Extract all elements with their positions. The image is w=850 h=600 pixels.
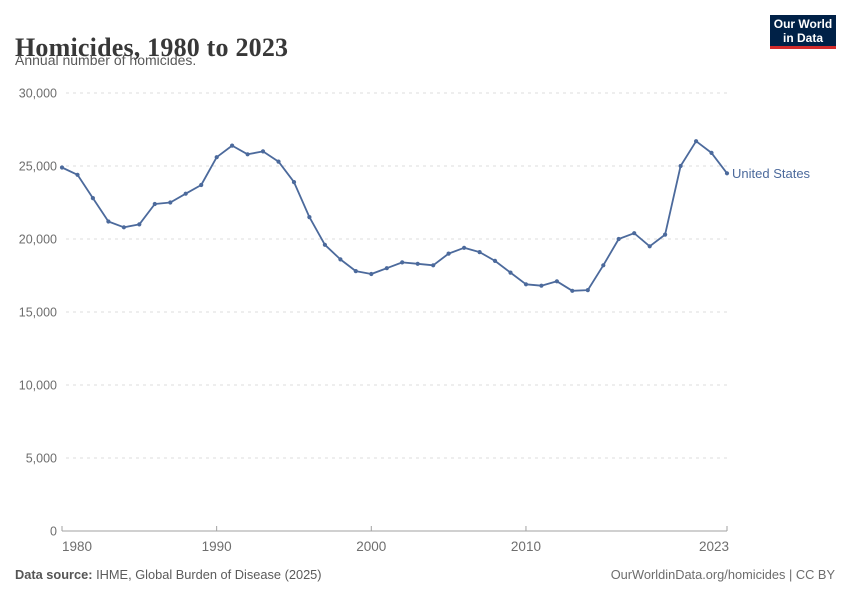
- owid-logo[interactable]: Our World in Data: [770, 15, 836, 49]
- data-point-marker[interactable]: [369, 271, 374, 277]
- y-tick-label: 30,000: [19, 87, 57, 101]
- data-point-marker[interactable]: [694, 139, 699, 144]
- y-tick-label: 25,000: [19, 160, 57, 174]
- data-source-label: Data source:: [15, 567, 93, 582]
- data-point-marker[interactable]: [59, 165, 65, 170]
- x-tick-label: 2023: [699, 539, 729, 554]
- page-title: Homicides, 1980 to 2023: [15, 33, 289, 63]
- data-point-marker[interactable]: [260, 149, 266, 154]
- data-point-marker[interactable]: [632, 231, 637, 236]
- credit-link[interactable]: OurWorldinData.org/homicides | CC BY: [610, 567, 835, 582]
- data-point-marker[interactable]: [724, 171, 730, 176]
- data-point-marker[interactable]: [384, 266, 389, 271]
- data-point-marker[interactable]: [678, 163, 683, 169]
- x-tick-label: 2000: [356, 539, 386, 554]
- data-point-marker[interactable]: [647, 244, 652, 249]
- chart-footer: Data source: IHME, Global Burden of Dise…: [15, 567, 835, 582]
- data-point-marker[interactable]: [152, 201, 157, 207]
- entity-label-united-states[interactable]: United States: [732, 166, 811, 181]
- data-point-marker[interactable]: [322, 242, 327, 247]
- data-point-marker[interactable]: [709, 150, 714, 155]
- y-tick-label: 5,000: [26, 452, 57, 466]
- data-point-marker[interactable]: [106, 219, 111, 224]
- owid-logo-line2: in Data: [782, 30, 823, 45]
- data-point-marker[interactable]: [523, 282, 529, 287]
- y-tick-label: 20,000: [19, 233, 57, 247]
- data-point-marker[interactable]: [230, 143, 235, 148]
- y-tick-label: 10,000: [19, 379, 57, 393]
- data-point-marker[interactable]: [121, 225, 126, 230]
- data-point-marker[interactable]: [307, 215, 312, 220]
- data-point-marker[interactable]: [415, 261, 420, 266]
- x-tick-label: 2010: [511, 539, 541, 554]
- chart-subtitle: Annual number of homicides.: [15, 52, 197, 68]
- data-point-marker[interactable]: [199, 182, 204, 188]
- data-point-marker[interactable]: [477, 250, 482, 255]
- data-point-marker[interactable]: [214, 155, 219, 160]
- data-point-marker[interactable]: [168, 200, 173, 205]
- data-source-text: IHME, Global Burden of Disease (2025): [92, 567, 322, 582]
- data-point-marker[interactable]: [508, 270, 513, 275]
- data-point-marker[interactable]: [492, 258, 498, 263]
- data-source-note: Data source: IHME, Global Burden of Dise…: [15, 567, 322, 582]
- data-point-marker[interactable]: [90, 196, 95, 201]
- x-tick-label: 1980: [62, 539, 92, 554]
- data-point-marker[interactable]: [183, 191, 188, 196]
- data-point-marker[interactable]: [616, 236, 621, 242]
- data-point-marker[interactable]: [462, 245, 467, 250]
- x-tick-label: 1990: [202, 539, 232, 554]
- data-point-marker[interactable]: [276, 159, 281, 164]
- y-tick-label: 0: [50, 525, 57, 539]
- data-point-marker[interactable]: [570, 288, 575, 293]
- data-point-marker[interactable]: [353, 269, 358, 274]
- data-point-marker[interactable]: [554, 279, 560, 284]
- data-point-marker[interactable]: [539, 283, 544, 288]
- data-point-marker[interactable]: [137, 222, 142, 227]
- data-point-marker[interactable]: [585, 288, 590, 293]
- data-point-marker[interactable]: [291, 180, 297, 185]
- data-point-marker[interactable]: [338, 257, 343, 262]
- data-point-marker[interactable]: [663, 232, 668, 237]
- homicides-line[interactable]: [61, 140, 728, 292]
- owid-logo-line1: Our World: [773, 16, 833, 31]
- data-point-marker[interactable]: [431, 263, 436, 268]
- y-tick-label: 15,000: [19, 306, 57, 320]
- data-point-marker[interactable]: [400, 260, 405, 265]
- data-point-marker[interactable]: [245, 152, 250, 157]
- data-point-marker[interactable]: [446, 251, 451, 256]
- data-point-marker[interactable]: [75, 172, 80, 177]
- data-point-marker[interactable]: [601, 263, 606, 268]
